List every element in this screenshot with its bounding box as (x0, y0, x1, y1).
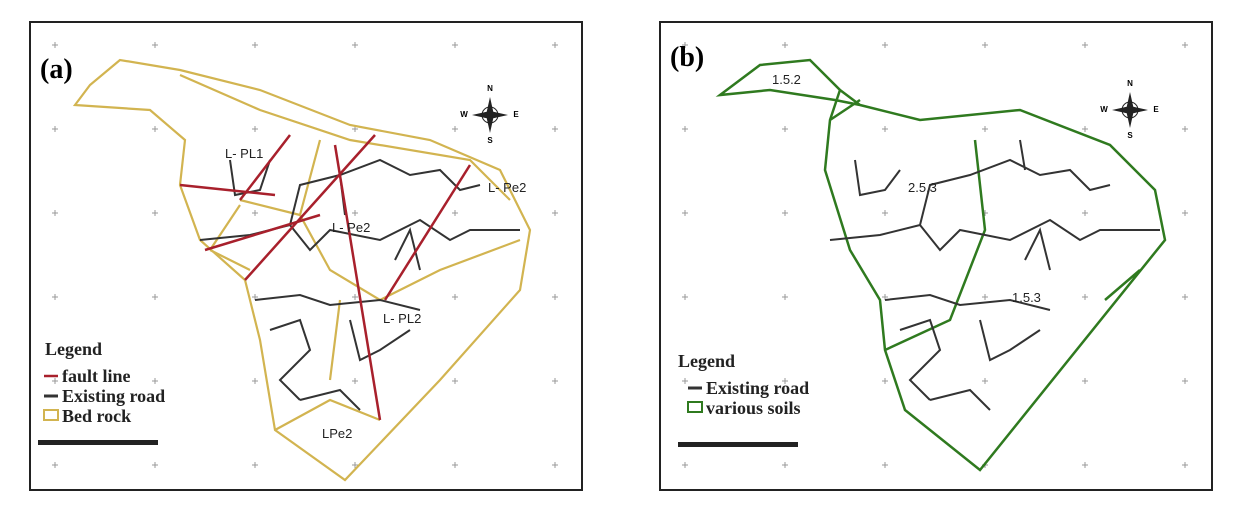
compass-n: N (487, 84, 493, 93)
scale-bar (678, 442, 798, 447)
legend-item: fault line (62, 366, 131, 386)
legend-item: Existing road (62, 386, 165, 406)
legend-item: various soils (706, 398, 801, 418)
compass-w: W (1100, 105, 1108, 114)
panel-b: (b) 1.5.2 2.5.3 1.5.3 N E S W Legend Exi… (660, 22, 1212, 490)
compass-e: E (1153, 105, 1159, 114)
legend-item: Existing road (706, 378, 809, 398)
figure: (a) L- PL1 L- Pe2 L- Pe2 L- PL2 LPe2 N E… (0, 0, 1241, 518)
compass-n: N (1127, 79, 1133, 88)
panel-label: (a) (40, 54, 73, 85)
compass-e: E (513, 110, 519, 119)
unit-label: L- Pe2 (488, 180, 526, 195)
panel-label: (b) (670, 42, 704, 73)
soil-label: 1.5.2 (772, 72, 801, 87)
unit-label: L- PL2 (383, 311, 421, 326)
unit-label: L- Pe2 (332, 220, 370, 235)
unit-label: L- PL1 (225, 146, 263, 161)
compass-w: W (460, 110, 468, 119)
soil-label: 1.5.3 (1012, 290, 1041, 305)
legend-item: Bed rock (62, 406, 131, 426)
unit-label: LPe2 (322, 426, 352, 441)
legend-title: Legend (45, 339, 102, 359)
compass-s: S (487, 136, 493, 145)
soil-label: 2.5.3 (908, 180, 937, 195)
legend-title: Legend (678, 351, 735, 371)
scale-bar (38, 440, 158, 445)
panel-a: (a) L- PL1 L- Pe2 L- Pe2 L- PL2 LPe2 N E… (30, 22, 582, 490)
compass-s: S (1127, 131, 1133, 140)
